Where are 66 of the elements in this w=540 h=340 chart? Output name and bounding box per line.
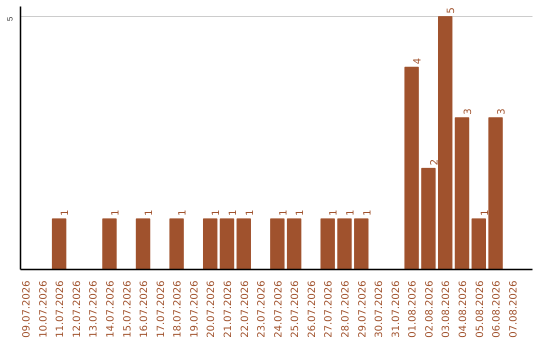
x-tick-label: 06.08.2026 bbox=[492, 280, 503, 338]
x-tick-label: 23.07.2026 bbox=[256, 280, 268, 338]
bar bbox=[354, 218, 368, 270]
x-tick-label: 18.07.2026 bbox=[172, 280, 184, 338]
x-tick-label: 16.07.2026 bbox=[139, 280, 150, 338]
data-label: 2 bbox=[429, 158, 440, 166]
data-label: 1 bbox=[345, 210, 356, 216]
x-tick-label: 09.07.2026 bbox=[22, 280, 33, 338]
bar bbox=[270, 218, 285, 270]
x-tick-label: 12.07.2026 bbox=[72, 280, 83, 338]
x-tick-label: 01.08.2026 bbox=[408, 280, 419, 338]
x-tick-label: 02.08.2026 bbox=[424, 280, 436, 338]
x-tick-label: 17.07.2026 bbox=[156, 280, 167, 338]
x-tick-label: 28.07.2026 bbox=[340, 280, 352, 338]
bar bbox=[404, 66, 419, 270]
x-tick-label: 14.07.2026 bbox=[105, 280, 116, 338]
x-tick-label: 03.08.2026 bbox=[441, 280, 452, 338]
x-tick-label: 11.07.2026 bbox=[55, 280, 66, 338]
x-tick-label: 27.07.2026 bbox=[324, 280, 335, 338]
x-tick-label: 15.07.2026 bbox=[122, 280, 134, 338]
data-label: 1 bbox=[228, 210, 239, 216]
x-tick-label: 05.08.2026 bbox=[474, 280, 486, 338]
x-tick-label: 10.07.2026 bbox=[38, 280, 50, 338]
x-tick-label: 22.07.2026 bbox=[240, 280, 251, 338]
x-tick-label: 13.07.2026 bbox=[88, 280, 100, 338]
x-tick-label: 19.07.2026 bbox=[189, 280, 200, 338]
x-tick-label: 29.07.2026 bbox=[357, 280, 368, 338]
data-label: 5 bbox=[446, 7, 458, 14]
bar bbox=[454, 117, 470, 270]
bar bbox=[286, 218, 302, 270]
x-tick-label: 04.08.2026 bbox=[458, 280, 469, 338]
bar bbox=[220, 218, 234, 270]
bar bbox=[102, 218, 117, 270]
data-label: 4 bbox=[412, 58, 424, 64]
bar bbox=[488, 117, 503, 270]
x-tick-label: 30.07.2026 bbox=[374, 280, 386, 338]
x-tick-label: 31.07.2026 bbox=[390, 280, 402, 338]
data-label: 1 bbox=[295, 210, 306, 216]
x-tick-label: 26.07.2026 bbox=[306, 280, 318, 338]
x-tick-label: 25.07.2026 bbox=[290, 280, 302, 338]
data-label: 1 bbox=[278, 210, 290, 216]
data-label: 1 bbox=[328, 210, 340, 216]
bar bbox=[421, 168, 436, 270]
bar bbox=[337, 218, 352, 270]
bar bbox=[52, 218, 66, 270]
bar bbox=[202, 218, 218, 270]
bar bbox=[236, 218, 251, 270]
bar bbox=[320, 218, 335, 270]
x-tick-label: 20.07.2026 bbox=[206, 280, 218, 338]
data-label: 1 bbox=[178, 210, 189, 216]
data-label: 1 bbox=[144, 210, 156, 216]
data-label: 1 bbox=[362, 210, 374, 216]
data-label: 1 bbox=[480, 210, 491, 216]
data-label: 1 bbox=[211, 210, 222, 216]
x-tick-label: 21.07.2026 bbox=[222, 280, 234, 338]
bar bbox=[169, 218, 184, 270]
x-tick-label: 24.07.2026 bbox=[273, 280, 284, 338]
data-label: 1 bbox=[244, 210, 256, 216]
data-label: 1 bbox=[110, 210, 122, 216]
bar bbox=[438, 16, 452, 270]
data-label: 1 bbox=[60, 210, 72, 216]
x-tick-label: 07.08.2026 bbox=[508, 280, 520, 338]
bar bbox=[136, 218, 150, 270]
data-label: 3 bbox=[496, 108, 508, 115]
bar bbox=[472, 218, 486, 270]
data-label: 3 bbox=[462, 108, 474, 115]
